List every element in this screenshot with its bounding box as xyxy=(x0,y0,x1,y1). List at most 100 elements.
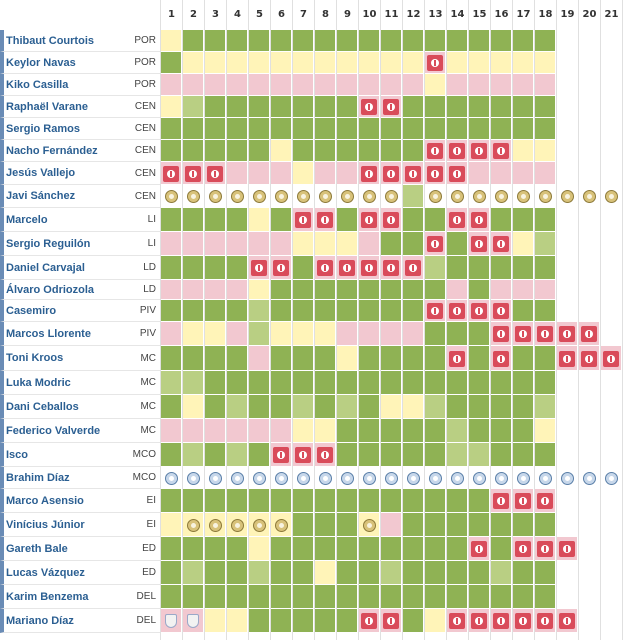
matchday-cell xyxy=(271,443,292,467)
matchday-cell xyxy=(447,162,468,185)
matchday-cell xyxy=(601,208,622,232)
matchday-cell xyxy=(469,300,490,322)
player-name-link[interactable]: Kiko Casilla xyxy=(6,78,69,91)
player-name-link[interactable]: Casemiro xyxy=(6,304,57,317)
player-name-link[interactable]: Sergio Reguilón xyxy=(6,237,91,250)
matchday-cell xyxy=(469,185,490,208)
matchday-cell xyxy=(579,346,600,371)
matchday-cell xyxy=(315,300,336,322)
matchday-cell xyxy=(535,537,556,561)
injury-icon xyxy=(273,447,289,463)
matchday-cell xyxy=(425,185,446,208)
matchday-cell xyxy=(491,30,512,52)
matchday-header: 18 xyxy=(538,9,553,20)
matchday-cell xyxy=(227,419,248,443)
player-name-link[interactable]: Federico Valverde xyxy=(6,424,101,437)
player-name-link[interactable]: Toni Kroos xyxy=(6,352,64,364)
matchday-cell xyxy=(381,322,402,346)
matchday-cell xyxy=(601,561,622,585)
player-name-link[interactable]: Marcos Llorente xyxy=(6,327,91,340)
player-position: DEL xyxy=(136,591,156,602)
matchday-header: 3 xyxy=(212,9,219,20)
loan-club-crest-icon xyxy=(341,471,354,485)
matchday-cell xyxy=(183,300,204,322)
real-madrid-crest-icon xyxy=(385,190,398,203)
player-name-link[interactable]: Javi Sánchez xyxy=(6,190,76,202)
player-name-link[interactable]: Mariano Díaz xyxy=(6,614,74,627)
injury-icon xyxy=(559,326,575,342)
matchday-cell xyxy=(205,537,226,561)
injury-icon xyxy=(361,99,377,115)
matchday-cell xyxy=(249,513,270,537)
matchday-cell xyxy=(205,162,226,185)
matchday-cell xyxy=(359,467,380,489)
matchday-cell xyxy=(425,371,446,395)
matchday-cell xyxy=(293,585,314,609)
injury-icon xyxy=(251,260,267,276)
matchday-cell xyxy=(425,395,446,419)
matchday-cell xyxy=(579,140,600,162)
player-name-link[interactable]: Sergio Ramos xyxy=(6,122,80,135)
matchday-cell xyxy=(601,395,622,419)
injury-icon xyxy=(449,303,465,319)
matchday-cell xyxy=(183,162,204,185)
matchday-cell xyxy=(425,280,446,300)
matchday-cell xyxy=(469,609,490,633)
injury-icon xyxy=(471,303,487,319)
matchday-cell xyxy=(579,96,600,118)
player-name-link[interactable]: Marcelo xyxy=(6,213,48,226)
player-name-link[interactable]: Thibaut Courtois xyxy=(6,34,94,47)
injury-icon xyxy=(361,613,377,629)
grid-line xyxy=(248,0,249,640)
matchday-cell xyxy=(557,280,578,300)
player-name-link[interactable]: Gareth Bale xyxy=(6,542,68,555)
player-name-link[interactable]: Raphaël Varane xyxy=(6,100,88,113)
injury-icon xyxy=(493,613,509,629)
matchday-cell xyxy=(337,185,358,208)
matchday-cell xyxy=(403,322,424,346)
matchday-cell xyxy=(601,419,622,443)
matchday-cell xyxy=(557,140,578,162)
matchday-cell xyxy=(425,140,446,162)
matchday-cell xyxy=(381,489,402,513)
player-name-link[interactable]: Brahim Díaz xyxy=(6,471,70,484)
matchday-cell xyxy=(183,371,204,395)
player-name-link[interactable]: Dani Ceballos xyxy=(6,400,79,413)
player-name-link[interactable]: Keylor Navas xyxy=(6,56,76,69)
player-name-link[interactable]: Luka Modric xyxy=(6,376,71,389)
matchday-cell xyxy=(227,30,248,52)
matchday-cell xyxy=(425,118,446,140)
player-name-link[interactable]: Lucas Vázquez xyxy=(6,566,85,579)
matchday-cell xyxy=(425,162,446,185)
player-name-link[interactable]: Vinícius Júnior xyxy=(6,518,85,531)
real-madrid-crest-icon xyxy=(561,190,574,203)
matchday-cell xyxy=(205,513,226,537)
matchday-cell xyxy=(271,280,292,300)
matchday-cell xyxy=(535,585,556,609)
matchday-cell xyxy=(227,300,248,322)
matchday-cell xyxy=(447,371,468,395)
matchday-cell xyxy=(403,489,424,513)
player-name-link[interactable]: Isco xyxy=(6,448,29,461)
matchday-cell xyxy=(205,609,226,633)
player-row-header: Thibaut Courtois POR xyxy=(0,30,160,52)
matchday-cell xyxy=(601,256,622,280)
matchday-cell xyxy=(491,74,512,96)
matchday-cell xyxy=(359,280,380,300)
player-name-link[interactable]: Daniel Carvajal xyxy=(6,261,85,274)
injury-icon xyxy=(405,165,421,182)
matchday-cell xyxy=(315,322,336,346)
injury-icon xyxy=(361,260,377,276)
player-name-link[interactable]: Jesús Vallejo xyxy=(6,167,76,179)
real-madrid-crest-icon xyxy=(209,190,222,203)
loan-club-crest-icon xyxy=(451,471,464,485)
matchday-cell xyxy=(601,322,622,346)
player-row-header: Daniel Carvajal LD xyxy=(0,256,160,280)
player-name-link[interactable]: Álvaro Odriozola xyxy=(6,283,95,296)
player-name-link[interactable]: Marco Asensio xyxy=(6,494,84,507)
matchday-cell xyxy=(557,561,578,585)
matchday-cell xyxy=(227,52,248,74)
player-name-link[interactable]: Karim Benzema xyxy=(6,590,89,603)
matchday-cell xyxy=(337,537,358,561)
player-name-link[interactable]: Nacho Fernández xyxy=(6,144,98,157)
